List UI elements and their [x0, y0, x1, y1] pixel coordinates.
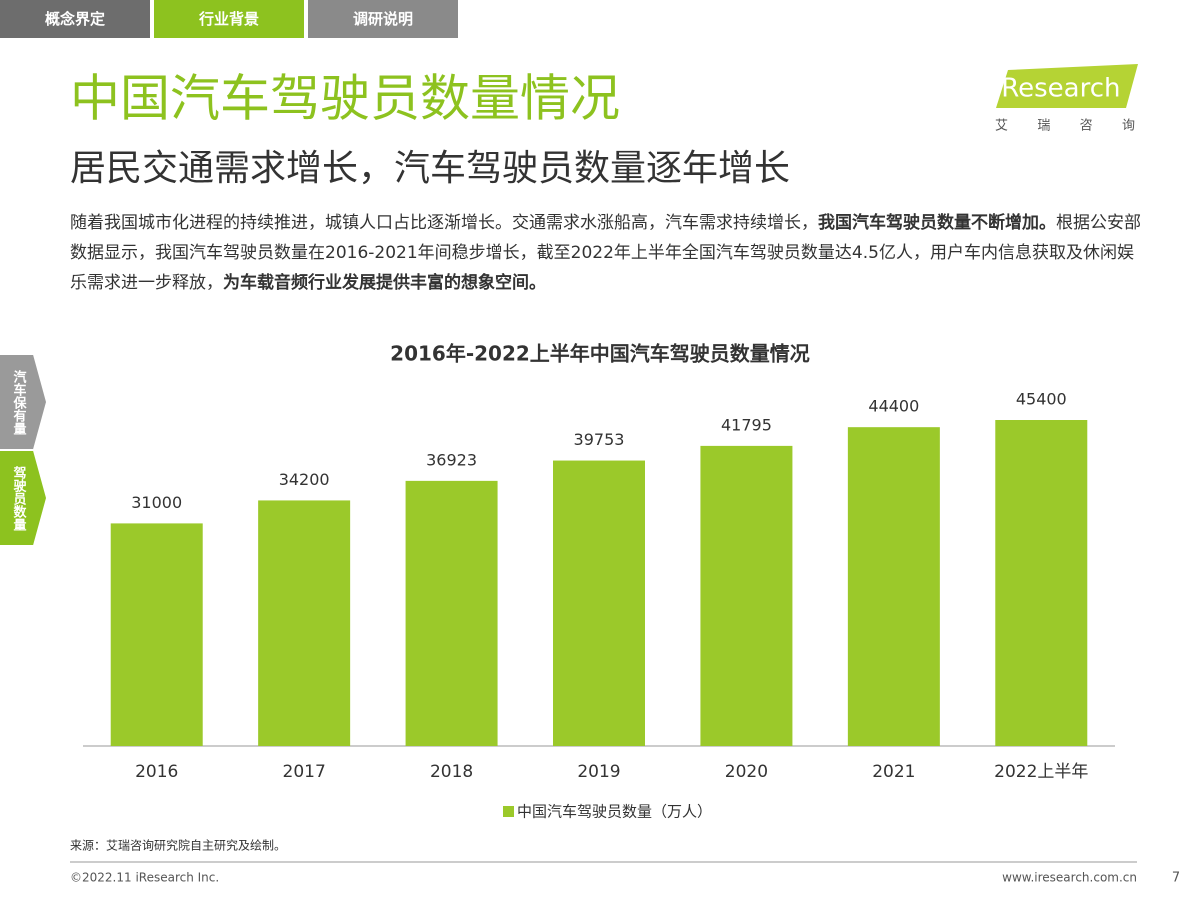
bar — [258, 500, 351, 746]
x-tick-label: 2021 — [872, 762, 915, 782]
side-tab[interactable]: 汽车保有量 — [0, 355, 46, 449]
bar — [847, 427, 940, 746]
x-tick-label: 2017 — [283, 762, 326, 782]
x-tick-label: 2016 — [135, 762, 178, 782]
page-number: 7 — [1172, 871, 1180, 886]
x-tick-label: 2020 — [725, 762, 768, 782]
data-label: 36923 — [426, 450, 477, 469]
text-run: 根据公安部数据显示，我国汽车驾驶员数量在2016-2021年间稳步增长，截至20… — [70, 213, 1141, 293]
bar — [995, 420, 1088, 746]
data-label: 39753 — [574, 430, 625, 449]
tab[interactable]: 调研说明 — [308, 0, 458, 38]
legend-label: 中国汽车驾驶员数量（万人） — [517, 803, 712, 821]
x-tick-label: 2022上半年 — [994, 762, 1088, 782]
side-tab[interactable]: 驾驶员数量 — [0, 451, 46, 545]
bar — [110, 523, 203, 746]
logo: iResearch — [994, 74, 1120, 104]
tab[interactable]: 行业背景 — [154, 0, 304, 38]
text-run: 为车载音频行业发展提供丰富的想象空间。 — [223, 273, 546, 293]
data-label: 34200 — [279, 470, 330, 489]
text-run: 我国汽车驾驶员数量不断增加。 — [818, 213, 1056, 233]
chart-title: 2016年-2022上半年中国汽车驾驶员数量情况 — [390, 342, 810, 366]
text-run: 随着我国城市化进程的持续推进，城镇人口占比逐渐增长。交通需求水涨船高，汽车需求持… — [70, 213, 818, 233]
source: 来源：艾瑞咨询研究院自主研究及绘制。 — [70, 838, 286, 853]
logo-shape — [996, 64, 1138, 108]
data-label: 45400 — [1016, 390, 1067, 409]
x-tick-label: 2018 — [430, 762, 473, 782]
body-text: 随着我国城市化进程的持续推进，城镇人口占比逐渐增长。交通需求水涨船高，汽车需求持… — [70, 208, 1145, 298]
data-label: 41795 — [721, 415, 772, 434]
title: 中国汽车驾驶员数量情况 — [70, 70, 620, 128]
legend-swatch — [503, 806, 514, 817]
data-label: 44400 — [868, 397, 919, 416]
website: www.iresearch.com.cn — [1002, 871, 1137, 885]
copyright: ©2022.11 iResearch Inc. — [70, 871, 219, 885]
bar — [553, 460, 645, 746]
subtitle: 居民交通需求增长，汽车驾驶员数量逐年增长 — [70, 148, 790, 189]
logo-subtitle: 艾 瑞 咨 询 — [995, 119, 1135, 134]
x-tick-label: 2019 — [577, 762, 620, 782]
bar — [700, 445, 793, 746]
data-label: 31000 — [131, 493, 182, 512]
tab[interactable]: 概念界定 — [0, 0, 150, 38]
bar — [405, 480, 498, 746]
